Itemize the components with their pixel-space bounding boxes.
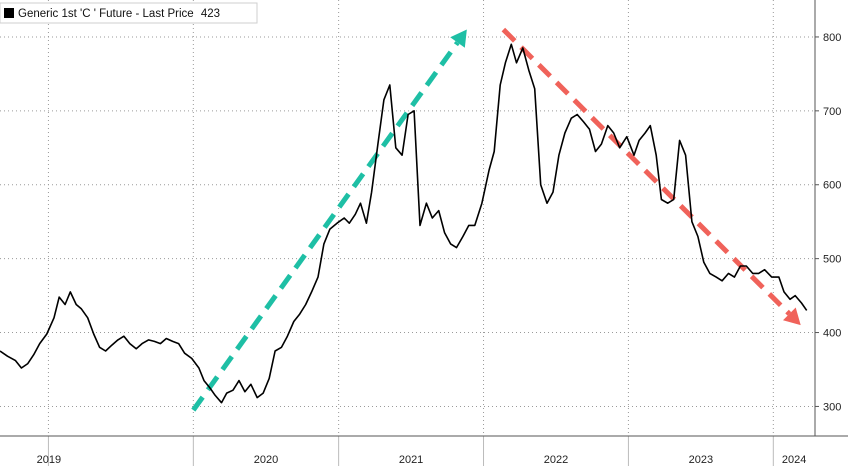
x-tick-label: 2021 xyxy=(399,454,423,466)
trend-arrows xyxy=(191,27,801,412)
series-layer xyxy=(0,43,808,404)
y-tick-label: 600 xyxy=(823,180,841,192)
downtrend-arrow-shaft xyxy=(501,27,792,316)
x-tick-label: 2020 xyxy=(254,454,278,466)
y-tick-label: 400 xyxy=(823,328,841,340)
uptrend-arrow-head xyxy=(450,29,467,48)
legend-label: Generic 1st 'C ' Future - Last Price xyxy=(18,8,194,20)
legend: Generic 1st 'C ' Future - Last Price 423 xyxy=(0,2,258,24)
y-tick-label: 300 xyxy=(823,401,841,413)
price-series-line xyxy=(0,43,808,404)
y-tick-label: 500 xyxy=(823,254,841,266)
x-tick-label: 2023 xyxy=(689,454,713,466)
svg-text:Generic 1st 'C ' Future - Last: Generic 1st 'C ' Future - Last Price 423 xyxy=(18,8,220,20)
x-tick-label: 2024 xyxy=(782,454,806,466)
legend-last-value: 423 xyxy=(201,8,220,20)
legend-box xyxy=(0,2,258,24)
uptrend-arrow-shaft xyxy=(191,41,460,412)
y-tick-label: 800 xyxy=(823,32,841,44)
grid xyxy=(0,0,815,436)
x-tick-label: 2022 xyxy=(544,454,568,466)
y-tick-label: 700 xyxy=(823,106,841,118)
downtrend-arrow-head xyxy=(783,307,801,326)
legend-swatch xyxy=(4,8,14,18)
x-tick-label: 2019 xyxy=(37,454,61,466)
